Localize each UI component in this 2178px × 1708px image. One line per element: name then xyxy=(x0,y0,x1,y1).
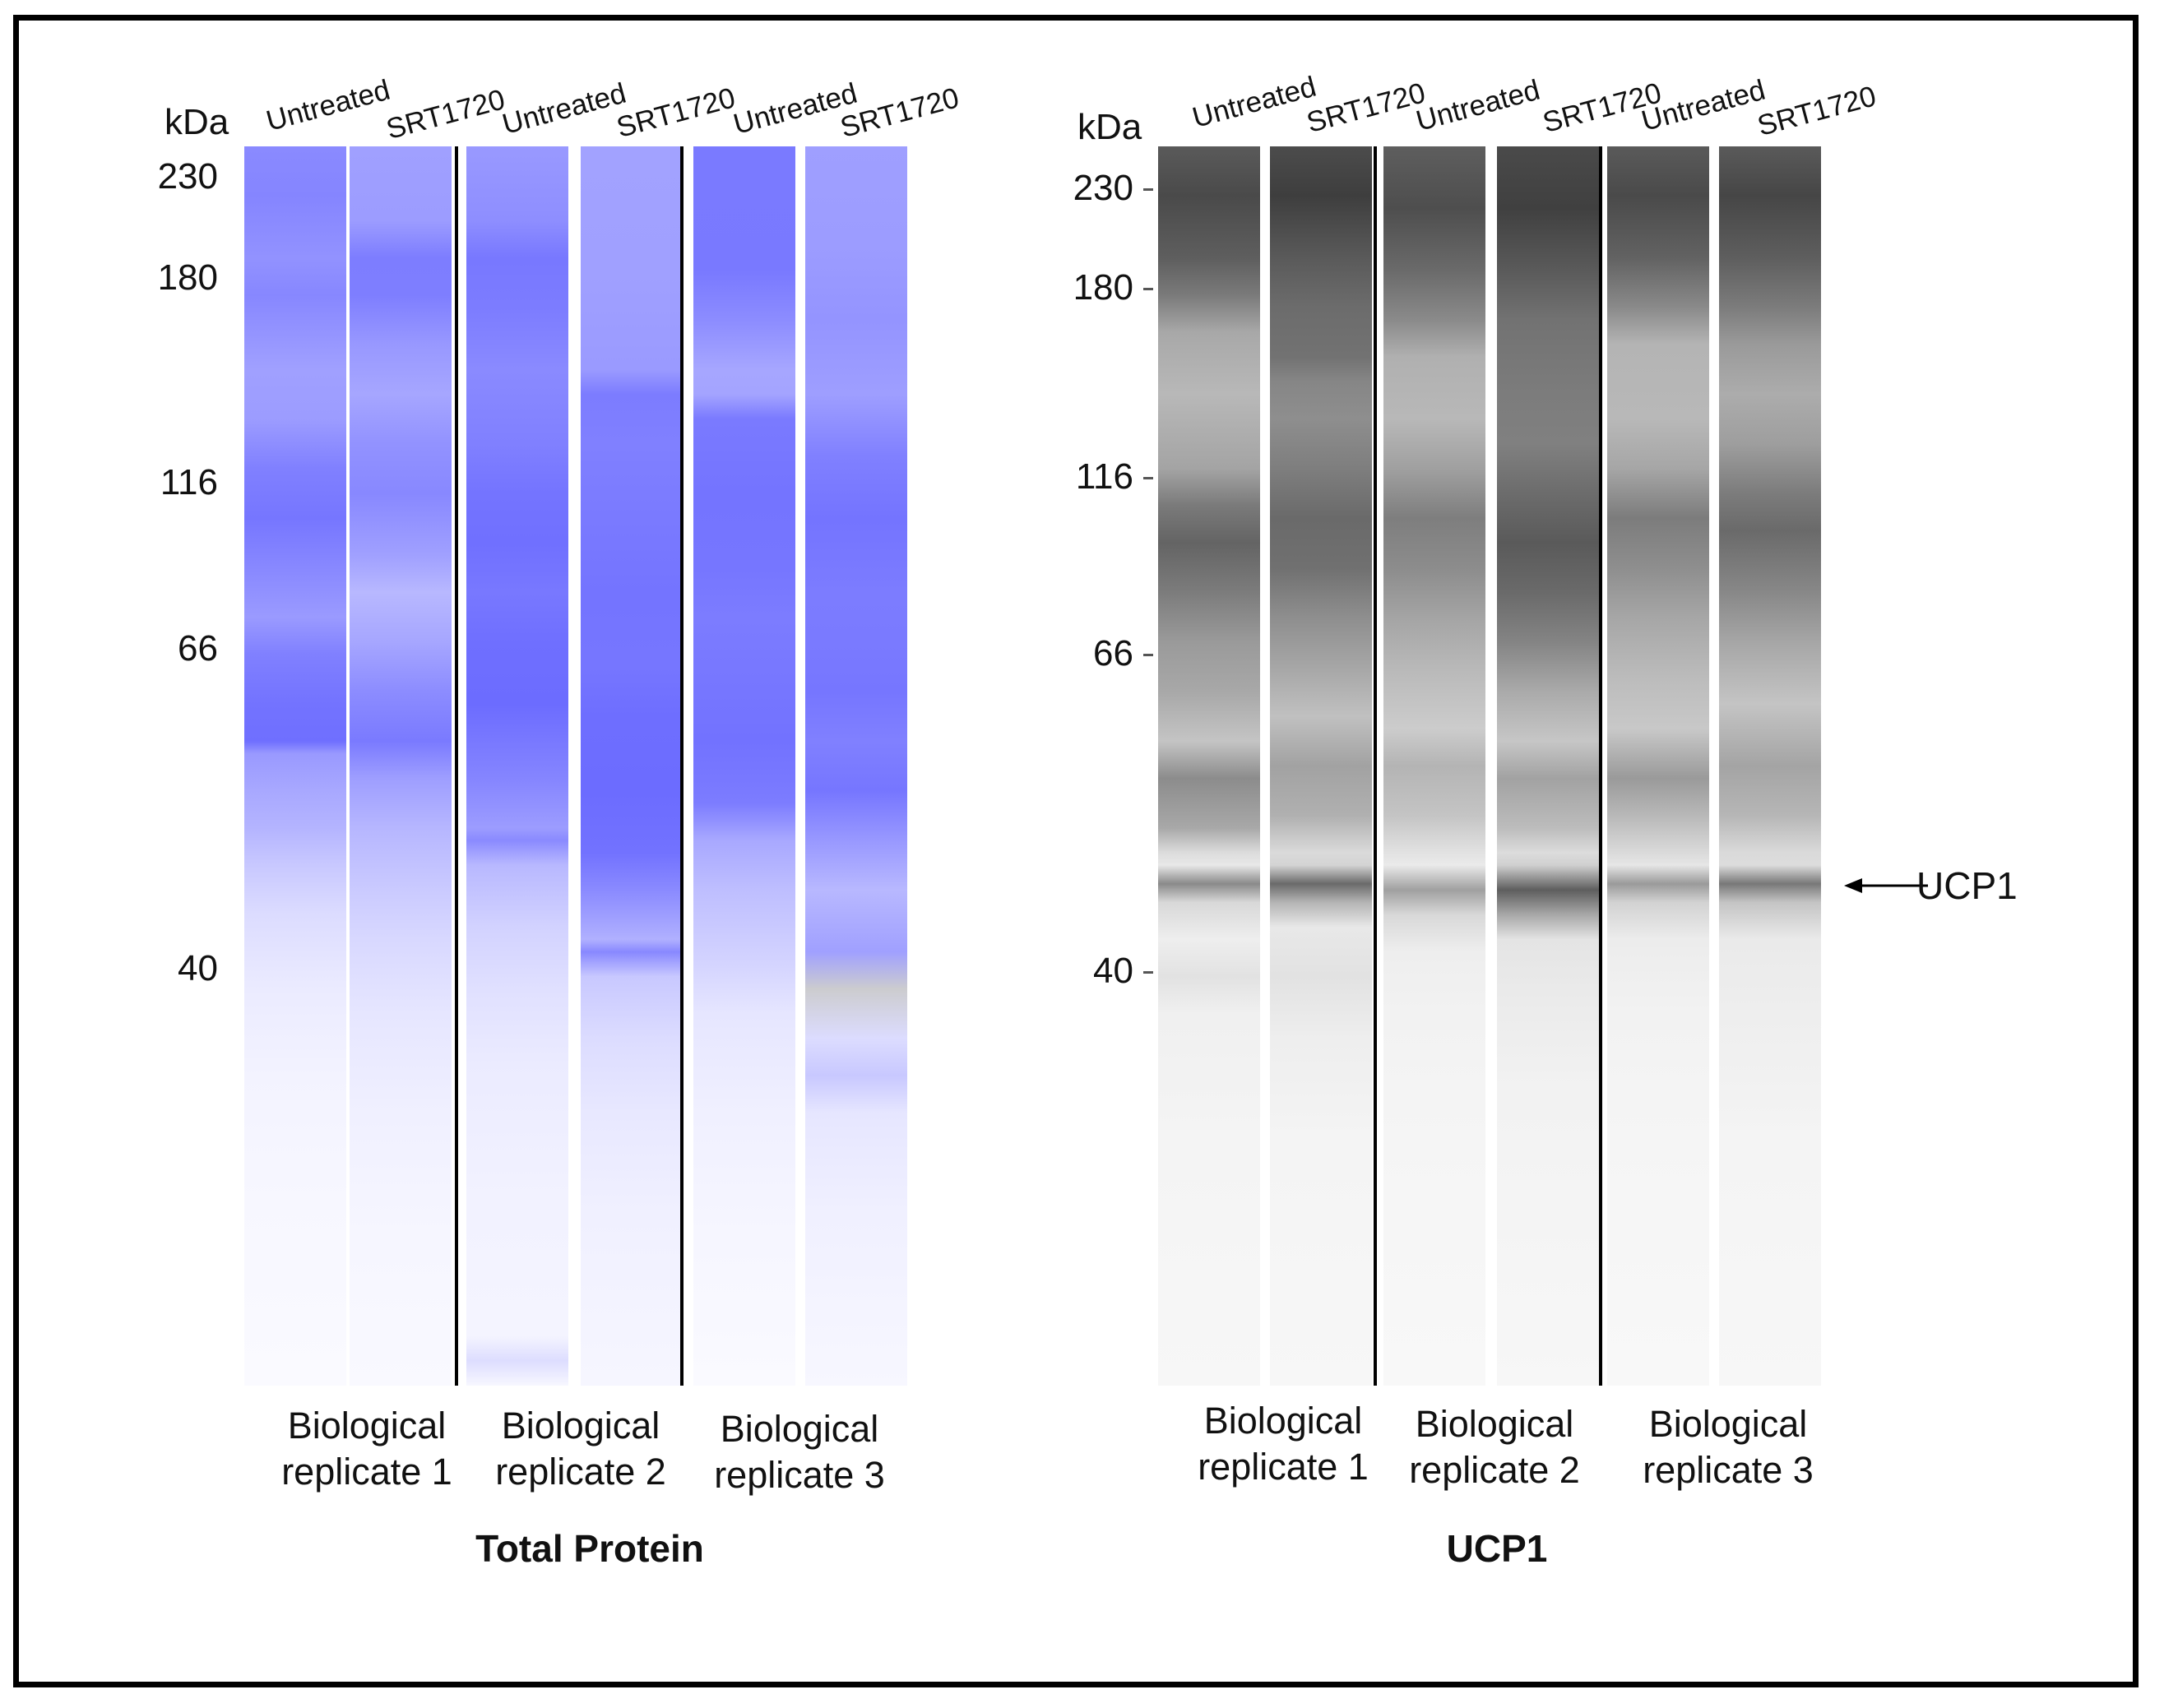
kda-axis-title: kDa xyxy=(1077,107,1142,147)
lane-label-srt1720-3: SRT1720 xyxy=(1754,80,1879,143)
ucp1-panel: kDa 230 180 116 66 40 Untreated SRT1720 … xyxy=(1061,0,2130,1708)
mw-marker-116: 116 xyxy=(160,462,218,502)
replicate-label-line: replicate 1 xyxy=(1198,1446,1369,1488)
tp-lane-untreated-3 xyxy=(693,146,795,1386)
mw-tick xyxy=(1143,188,1153,191)
lane-label-untreated-2: Untreated xyxy=(1412,73,1544,138)
panel-title-total-protein: Total Protein xyxy=(475,1527,704,1570)
replicate-divider xyxy=(1374,146,1377,1386)
panel-title-ucp1: UCP1 xyxy=(1446,1527,1548,1570)
replicate-label-1: Biological replicate 1 xyxy=(260,1403,474,1495)
kda-axis-title: kDa xyxy=(165,102,229,142)
mw-marker-40: 40 xyxy=(178,948,218,988)
tp-lane-srt1720-3 xyxy=(805,146,907,1386)
tp-lane-untreated-2 xyxy=(466,146,568,1386)
ucp1-band-label: UCP1 xyxy=(1916,864,2018,907)
ucp1-lane-untreated-1 xyxy=(1158,146,1260,1386)
tp-lane-srt1720-1 xyxy=(350,146,452,1386)
tp-lane-untreated-1 xyxy=(244,146,346,1386)
replicate-divider xyxy=(455,146,458,1386)
mw-marker-66: 66 xyxy=(1093,633,1133,673)
replicate-divider xyxy=(1599,146,1602,1386)
replicate-label-line: Biological xyxy=(720,1408,879,1450)
mw-tick xyxy=(1143,477,1153,479)
mw-marker-230: 230 xyxy=(157,156,218,197)
mw-marker-116: 116 xyxy=(1075,456,1133,497)
ucp1-lane-srt1720-2 xyxy=(1497,146,1599,1386)
replicate-label-line: replicate 3 xyxy=(714,1454,885,1496)
lane-label-srt1720-1: SRT1720 xyxy=(382,83,508,146)
tp-lane-srt1720-2 xyxy=(581,146,683,1386)
ucp1-lane-untreated-2 xyxy=(1383,146,1485,1386)
replicate-label-line: replicate 2 xyxy=(495,1451,666,1493)
lane-label-untreated-1: Untreated xyxy=(1189,70,1320,135)
lane-label-srt1720-1: SRT1720 xyxy=(1303,76,1429,140)
replicate-label-line: Biological xyxy=(1648,1403,1808,1445)
replicate-label-3: Biological replicate 3 xyxy=(1621,1401,1835,1493)
replicate-label-line: replicate 1 xyxy=(281,1451,452,1493)
replicate-divider xyxy=(680,146,684,1386)
replicate-label-line: replicate 2 xyxy=(1409,1449,1580,1491)
lane-label-untreated-2: Untreated xyxy=(498,76,630,141)
mw-marker-40: 40 xyxy=(1093,951,1133,991)
total-protein-panel: kDa 230 180 116 66 40 Untreated SRT1720 … xyxy=(0,0,1069,1708)
replicate-label-line: replicate 3 xyxy=(1643,1449,1814,1491)
ucp1-arrow-icon xyxy=(1844,878,1928,893)
replicate-label-1: Biological replicate 1 xyxy=(1176,1398,1390,1490)
mw-tick xyxy=(1143,288,1153,290)
replicate-label-line: Biological xyxy=(1203,1400,1363,1442)
replicate-label-line: Biological xyxy=(1415,1403,1574,1445)
lane-label-untreated-1: Untreated xyxy=(262,73,394,138)
lane-label-srt1720-2: SRT1720 xyxy=(613,81,739,145)
mw-marker-66: 66 xyxy=(178,628,218,669)
mw-tick xyxy=(1143,971,1153,974)
replicate-label-2: Biological replicate 2 xyxy=(1388,1401,1601,1493)
replicate-label-2: Biological replicate 2 xyxy=(474,1403,688,1495)
replicate-label-3: Biological replicate 3 xyxy=(693,1406,906,1498)
mw-tick xyxy=(1143,654,1153,656)
mw-marker-180: 180 xyxy=(157,257,218,298)
ucp1-lane-untreated-3 xyxy=(1607,146,1709,1386)
replicate-label-line: Biological xyxy=(287,1405,447,1446)
mw-marker-180: 180 xyxy=(1073,267,1133,308)
mw-marker-230: 230 xyxy=(1073,168,1133,208)
lane-label-untreated-3: Untreated xyxy=(730,76,861,141)
replicate-label-line: Biological xyxy=(501,1405,660,1446)
ucp1-lane-srt1720-1 xyxy=(1270,146,1372,1386)
ucp1-lane-srt1720-3 xyxy=(1719,146,1821,1386)
